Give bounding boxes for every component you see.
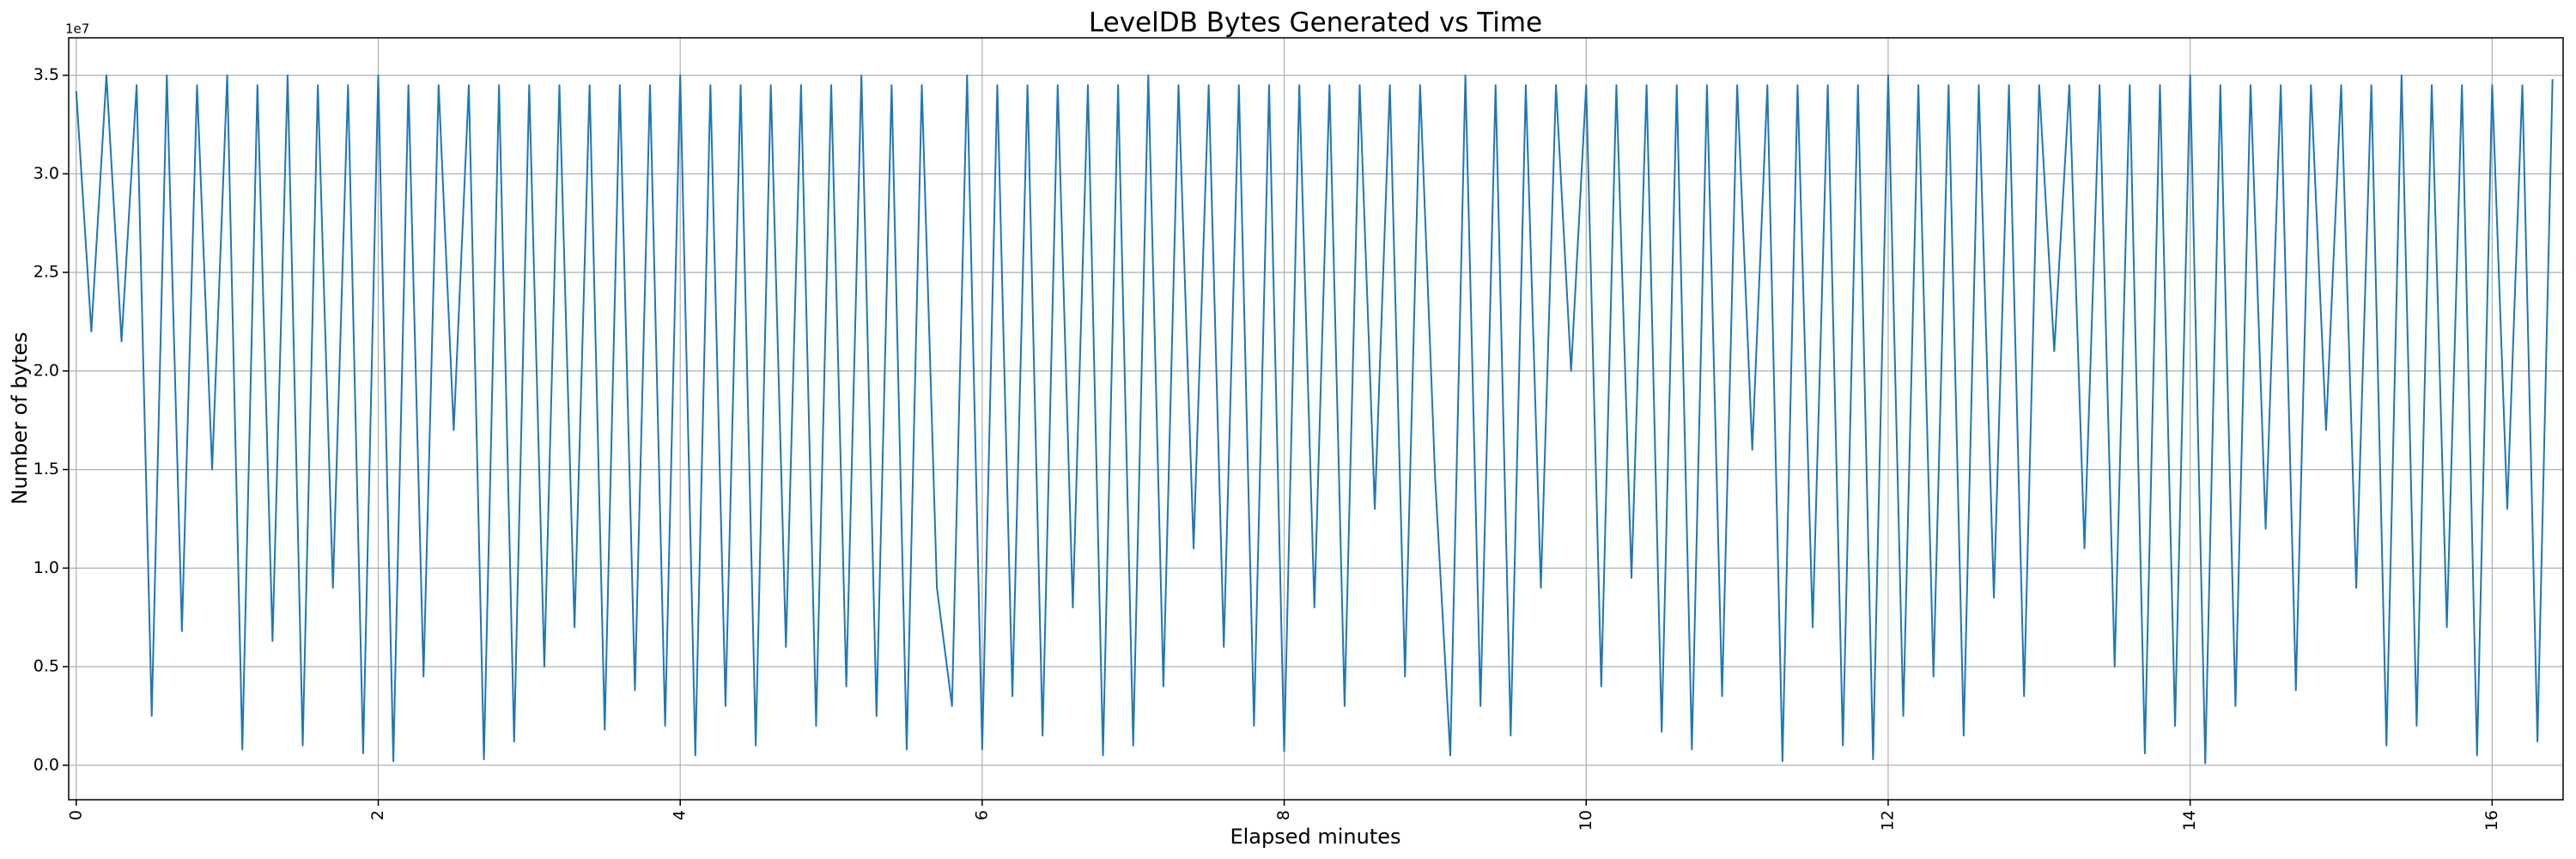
x-tick-label: 12 [1878, 810, 1897, 831]
y-tick-label: 1.5 [33, 460, 59, 478]
x-tick-label: 16 [2482, 810, 2501, 831]
chart-title: LevelDB Bytes Generated vs Time [1089, 8, 1542, 39]
x-tick-label: 8 [1274, 810, 1293, 820]
y-tick-label: 3.0 [33, 164, 59, 183]
y-tick-label: 0.5 [33, 657, 59, 676]
x-tick-label: 6 [972, 810, 991, 820]
plot-frame [68, 37, 2564, 801]
y-tick-label: 0.0 [33, 755, 59, 774]
y-tick-label: 2.5 [33, 263, 59, 282]
x-tick-label: 10 [1577, 810, 1595, 831]
x-tick-label: 2 [368, 810, 387, 820]
x-axis-label: Elapsed minutes [1230, 825, 1400, 849]
y-tick-label: 1.0 [33, 558, 59, 577]
y-tick-label: 2.0 [33, 361, 59, 380]
y-axis-label: Number of bytes [8, 332, 32, 505]
x-tick-label: 14 [2180, 810, 2199, 831]
x-tick-label: 0 [66, 810, 85, 820]
x-tick-label: 4 [671, 810, 690, 820]
y-tick-label: 3.5 [33, 65, 59, 84]
y-offset-label: 1e7 [65, 21, 89, 37]
data-line [75, 74, 2554, 765]
